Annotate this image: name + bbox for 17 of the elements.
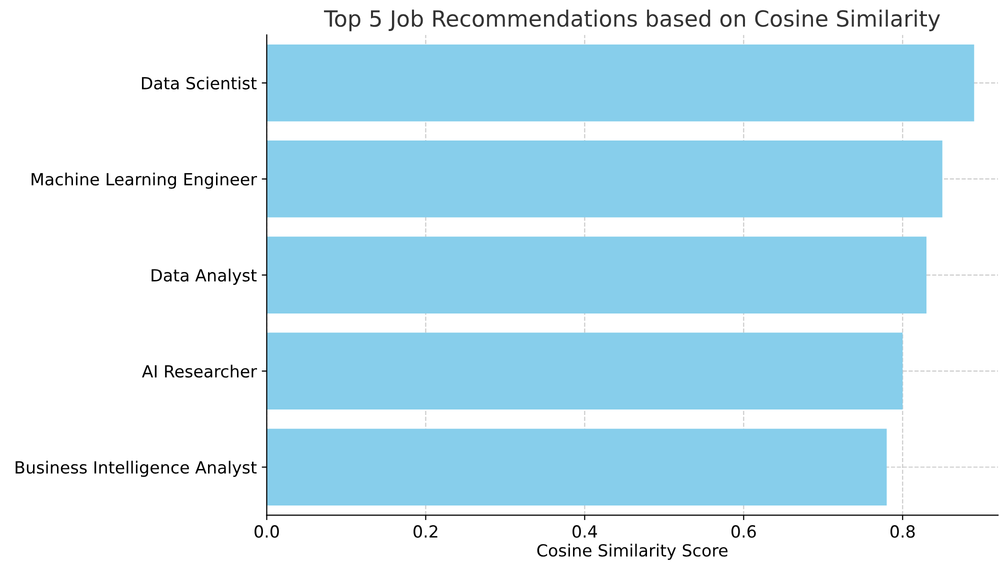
x-tick-label: 0.8	[890, 525, 915, 538]
y-tick-label: Data Scientist	[142, 76, 257, 90]
bar	[266, 428, 887, 506]
bar	[266, 332, 903, 410]
y-tick-label: Machine Learning Engineer	[32, 172, 258, 189]
x-tick-label: 0.6	[731, 525, 756, 538]
x-tick-label: 0.2	[414, 525, 438, 538]
y-tick-label: Data Analyst	[152, 268, 257, 285]
x-tick-label: 0.4	[572, 525, 597, 538]
x-axis-title: Cosine Similarity Score	[537, 544, 728, 560]
y-tick-label: AI Researcher	[142, 364, 258, 378]
bar	[266, 236, 926, 314]
bar	[266, 44, 974, 122]
x-tick-label: 0.0	[254, 525, 279, 538]
chart-title: Top 5 Job Recommendations based on Cosine Similarity	[324, 10, 940, 32]
y-tick-label: Business Intelligence Analyst	[16, 460, 257, 477]
bar	[266, 140, 942, 218]
